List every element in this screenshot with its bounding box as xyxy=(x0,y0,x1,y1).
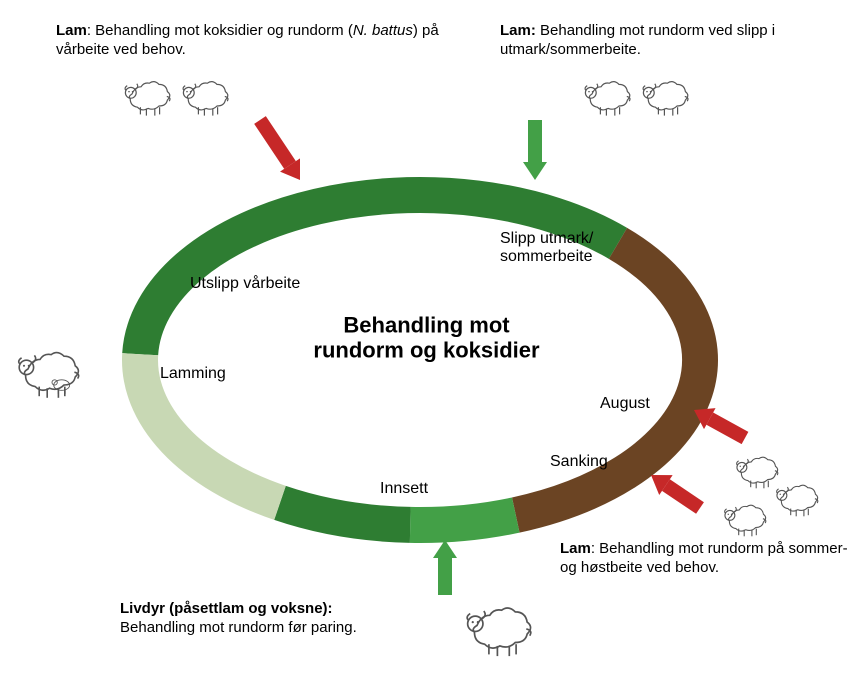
note-summer: Lam: Behandling mot rundorm ved slipp i … xyxy=(500,22,830,60)
diagram-stage: Behandling mot rundorm og koksidier Lam:… xyxy=(0,0,853,684)
segment-label-sommer: Slipp utmark/ sommerbeite xyxy=(500,230,593,266)
segment-label2-sommer: August xyxy=(600,395,650,413)
sheep-summer-1 xyxy=(580,76,634,118)
center-title-line1: Behandling mot xyxy=(343,313,509,338)
center-title-line2: rundorm og koksidier xyxy=(313,338,539,363)
arrow-aug-red xyxy=(694,408,745,438)
note-autumn: Lam: Behandling mot rundorm på sommer- o… xyxy=(560,540,850,578)
center-title: Behandling mot rundorm og koksidier xyxy=(313,313,539,364)
ring-segment-innsett xyxy=(280,503,410,525)
note-autumn-bold: Lam xyxy=(560,540,591,557)
sheep-spring-2 xyxy=(178,76,232,118)
sheep-summer-2 xyxy=(638,76,692,118)
note-autumn-text: : Behandling mot rundorm på sommer- og h… xyxy=(560,540,848,576)
arrow-summer-green xyxy=(523,120,547,180)
segment-label-varbeite: Utslipp vårbeite xyxy=(190,275,300,293)
sheep-autumn-2 xyxy=(772,480,822,519)
note-summer-bold: Lam: xyxy=(500,22,536,39)
note-spring-bold: Lam xyxy=(56,22,87,39)
note-spring: Lam: Behandling mot koksidier og rundorm… xyxy=(56,22,456,60)
arrow-spring-red xyxy=(260,120,300,180)
sheep-left-ewe xyxy=(12,345,84,401)
arrow-innsett-green xyxy=(433,540,457,595)
note-spring-italic: N. battus xyxy=(353,22,413,39)
note-livdyr: Livdyr (påsettlam og voksne): Behandling … xyxy=(120,600,440,638)
segment-label-innsett: Innsett xyxy=(380,480,428,498)
arrow-sank-red xyxy=(651,475,700,508)
sheep-bottom xyxy=(460,600,537,660)
ring-segment-sanking xyxy=(410,515,516,525)
segment-label-sanking: Sanking xyxy=(550,453,608,471)
sheep-autumn-3 xyxy=(720,500,770,539)
ring-segment-sommer xyxy=(516,243,700,515)
note-livdyr-bold: Livdyr (påsettlam og voksne): xyxy=(120,600,333,617)
note-livdyr-text: Behandling mot rundorm før paring. xyxy=(120,619,357,636)
note-summer-text: Behandling mot rundorm ved slipp i utmar… xyxy=(500,22,775,58)
note-spring-text: : Behandling mot koksidier og rundorm ( xyxy=(87,22,353,39)
segment-label-vinter: Lamming xyxy=(160,365,226,383)
sheep-spring-1 xyxy=(120,76,174,118)
